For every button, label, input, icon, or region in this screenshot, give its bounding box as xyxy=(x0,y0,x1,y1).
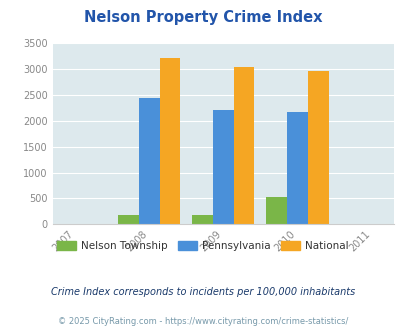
Text: Crime Index corresponds to incidents per 100,000 inhabitants: Crime Index corresponds to incidents per… xyxy=(51,287,354,297)
Bar xyxy=(159,58,180,224)
Legend: Nelson Township, Pennsylvania, National: Nelson Township, Pennsylvania, National xyxy=(53,237,352,255)
Text: © 2025 CityRating.com - https://www.cityrating.com/crime-statistics/: © 2025 CityRating.com - https://www.city… xyxy=(58,317,347,326)
Bar xyxy=(233,67,254,224)
Bar xyxy=(266,197,286,224)
Bar xyxy=(192,215,212,224)
Text: Nelson Property Crime Index: Nelson Property Crime Index xyxy=(83,10,322,25)
Bar xyxy=(118,215,139,224)
Bar xyxy=(307,71,328,224)
Bar xyxy=(286,112,307,224)
Bar xyxy=(139,98,159,224)
Bar xyxy=(212,110,233,224)
